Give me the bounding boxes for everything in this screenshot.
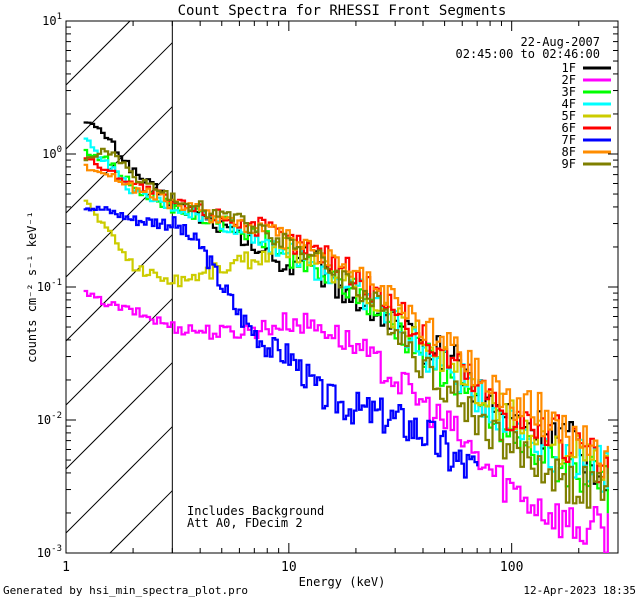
x-axis-label: Energy (keV)	[299, 575, 386, 589]
y-tick-label: 10-2	[37, 411, 62, 427]
legend-label: 7F	[562, 133, 576, 147]
axis-ticks	[65, 21, 619, 554]
chart-title: Count Spectra for RHESSI Front Segments	[178, 3, 507, 19]
x-tick-labels: 1 10 100	[62, 560, 523, 575]
y-tick-label: 101	[42, 12, 62, 28]
timestamp-label: 12-Apr-2023 18:35	[523, 584, 636, 597]
legend-label: 3F	[562, 85, 576, 99]
series-line-1F	[83, 121, 609, 492]
x-tick-label: 1	[62, 560, 70, 575]
series-line-8F	[83, 163, 609, 479]
y-axis-label: counts cm⁻² s⁻¹ keV⁻¹	[25, 211, 39, 363]
x-tick-label: 100	[500, 560, 523, 575]
series-line-9F	[83, 147, 609, 509]
legend-label: 8F	[562, 145, 576, 159]
legend: 1F 2F 3F 4F 5F 6F 7F 8F 9F	[562, 61, 611, 171]
series-line-5F	[83, 199, 609, 482]
y-tick-label: 10-1	[37, 278, 62, 294]
hatch-line	[65, 298, 173, 406]
hatch-line	[65, 234, 173, 342]
y-tick-label: 10-3	[37, 544, 62, 560]
legend-label: 4F	[562, 97, 576, 111]
y-tick-label: 100	[42, 145, 62, 161]
legend-label: 1F	[562, 61, 576, 75]
hatch-line	[65, 426, 173, 534]
x-tick-label: 10	[281, 560, 297, 575]
date-label: 22-Aug-2007	[521, 35, 600, 49]
attenuator-note: Att A0, FDecim 2	[187, 516, 303, 530]
hatch-line	[65, 362, 173, 470]
low-energy-hatch-region	[65, 20, 173, 554]
y-tick-labels: 10-3 10-2 10-1 100 101	[37, 12, 62, 560]
hatch-line	[65, 42, 173, 150]
legend-label: 9F	[562, 157, 576, 171]
generated-by-label: Generated by hsi_min_spectra_plot.pro	[3, 584, 248, 597]
series-lines	[83, 121, 609, 553]
series-line-7F	[83, 205, 479, 479]
hatch-line	[65, 20, 131, 86]
legend-label: 2F	[562, 73, 576, 87]
legend-label: 5F	[562, 109, 576, 123]
background-note: Includes Background	[187, 504, 324, 518]
legend-label: 6F	[562, 121, 576, 135]
series-line-2F	[83, 289, 609, 553]
hatch-line	[109, 490, 173, 554]
time-range-label: 02:45:00 to 02:46:00	[456, 47, 601, 61]
